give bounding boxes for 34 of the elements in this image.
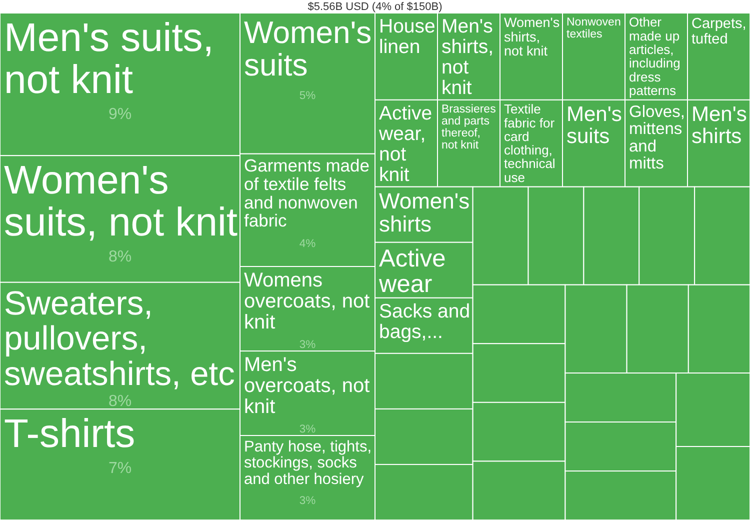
category-label: Sweaters, pullovers, sweatshirts, etc — [4, 285, 235, 393]
category-label: Sacks and bags,... — [379, 300, 470, 343]
category-label: Women's shirts — [379, 188, 470, 237]
category-label: House linen — [379, 16, 436, 58]
category-label: Brassieres and parts thereof, not knit — [442, 103, 496, 152]
category-label: Men's shirts — [692, 102, 747, 148]
category-label: Women's shirts, not knit — [504, 15, 560, 58]
category-label: Women's suits — [244, 14, 372, 82]
data-label: 5% — [299, 90, 316, 102]
category-label: Panty hose, tights, stockings, socks and other hosiery — [244, 438, 372, 488]
category-label: Active wear, not knit — [378, 102, 432, 186]
data-label: 9% — [108, 106, 132, 123]
data-label: 7% — [108, 460, 132, 478]
category-label: Men's suits — [566, 102, 622, 148]
category-label: Textile fabric for card clothing, technical use — [504, 102, 556, 185]
category-label: Men's suits, not knit — [4, 16, 214, 102]
data-label: 3% — [299, 494, 316, 507]
category-label: Garments made of textile felts and nonwoven fabric — [244, 156, 370, 231]
category-label: Active wear — [378, 245, 446, 298]
category-label: Other made up articles, including dress patterns — [629, 14, 680, 98]
data-label: 3% — [299, 424, 316, 436]
category-label: Men's shirts, not knit — [442, 16, 494, 99]
category-label: Carpets, tufted — [692, 16, 746, 48]
category-label: Nonwoven textiles — [566, 16, 621, 40]
data-label: 8% — [108, 248, 132, 266]
data-label: 8% — [108, 393, 132, 410]
category-label: Womens overcoats, not knit — [244, 270, 370, 334]
category-label: T-shirts — [4, 412, 136, 456]
category-label: Gloves, mittens and mitts — [629, 102, 685, 173]
data-label: 3% — [299, 339, 316, 351]
data-label: 4% — [299, 238, 316, 250]
text: $5.56B USD (4% of $150B) — [308, 1, 442, 13]
category-label: Women's suits, not knit — [4, 158, 238, 245]
category-label: Men's overcoats, not knit — [244, 354, 370, 418]
